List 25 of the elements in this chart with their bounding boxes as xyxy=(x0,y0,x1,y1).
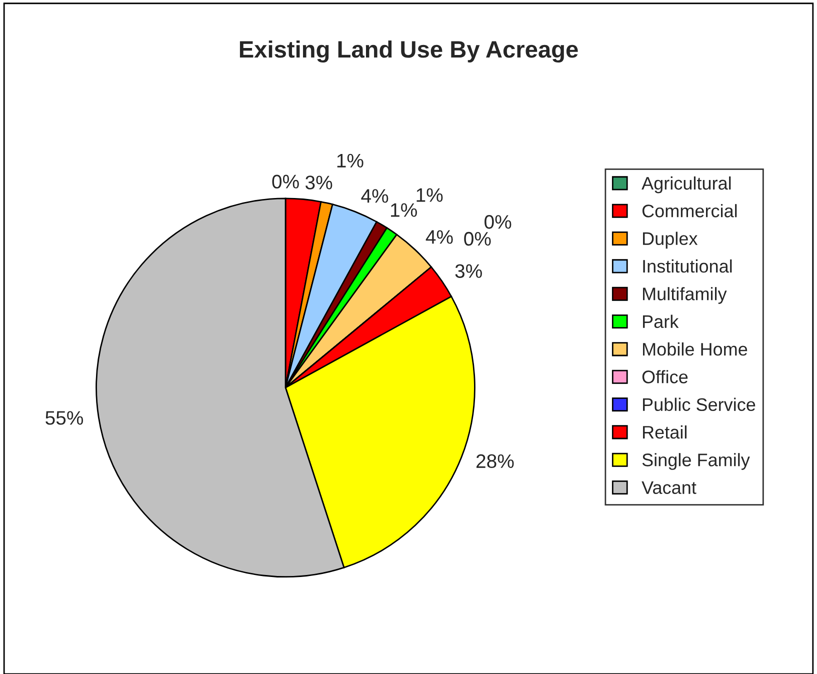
data-label: 55% xyxy=(46,411,84,425)
text: 0% xyxy=(484,215,512,229)
legend-label: Office xyxy=(642,370,688,384)
data-label: 3% xyxy=(305,176,332,190)
data-label: 28% xyxy=(476,454,514,468)
data-label: 4% xyxy=(426,230,453,244)
legend-label: Multifamily xyxy=(643,287,727,304)
data-label: 1% xyxy=(337,154,364,168)
legend-label: Mobile Home xyxy=(643,342,748,356)
legend-label: Retail xyxy=(643,425,687,439)
data-label: 1% xyxy=(416,188,443,202)
legend-label: Institutional xyxy=(643,259,732,273)
legend-label: Duplex xyxy=(643,232,698,249)
data-label: 4% xyxy=(361,189,388,203)
legend-label: Single Family xyxy=(642,453,750,470)
chart-title: Existing Land Use By Acreage xyxy=(240,40,578,63)
legend-label: Agricultural xyxy=(642,176,731,194)
data-label: 1% xyxy=(391,203,417,217)
legend-label: Park xyxy=(643,314,679,328)
text: 0% xyxy=(464,232,491,246)
legend-label: Vacant xyxy=(642,481,696,494)
text: 0% xyxy=(272,174,299,188)
legend-label: Public Service xyxy=(643,398,756,412)
legend-label: Commercial xyxy=(642,204,737,218)
data-label: 3% xyxy=(455,264,482,278)
